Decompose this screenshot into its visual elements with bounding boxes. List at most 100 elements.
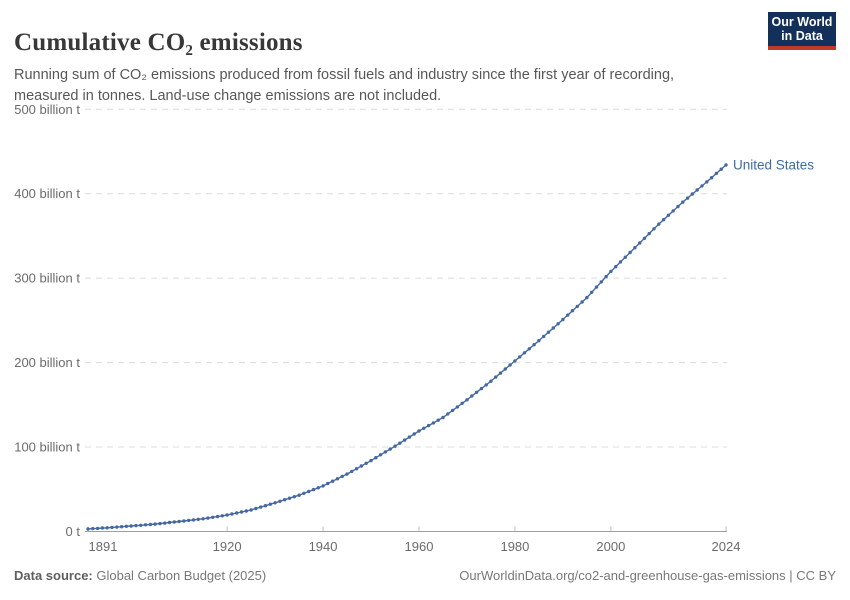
- data-point[interactable]: [671, 209, 675, 213]
- data-point[interactable]: [494, 375, 498, 379]
- data-point[interactable]: [542, 334, 546, 339]
- data-point[interactable]: [561, 317, 565, 322]
- data-point[interactable]: [518, 355, 522, 359]
- data-point[interactable]: [513, 359, 517, 363]
- data-point[interactable]: [666, 213, 671, 217]
- data-point[interactable]: [633, 246, 637, 250]
- data-point[interactable]: [503, 367, 507, 371]
- data-point[interactable]: [705, 180, 709, 184]
- data-point[interactable]: [273, 501, 277, 505]
- data-point[interactable]: [484, 383, 488, 387]
- data-point[interactable]: [91, 526, 95, 531]
- data-point[interactable]: [719, 167, 723, 171]
- data-point[interactable]: [460, 401, 464, 405]
- data-point[interactable]: [340, 474, 344, 479]
- data-point[interactable]: [570, 309, 575, 313]
- data-point[interactable]: [259, 505, 263, 509]
- data-point[interactable]: [388, 447, 392, 451]
- data-point[interactable]: [316, 486, 320, 490]
- data-point[interactable]: [489, 379, 493, 383]
- data-point[interactable]: [465, 398, 469, 402]
- data-point[interactable]: [695, 188, 699, 192]
- data-point[interactable]: [124, 524, 129, 528]
- data-point[interactable]: [431, 421, 436, 425]
- data-point[interactable]: [450, 408, 455, 413]
- data-point[interactable]: [345, 472, 349, 476]
- data-point[interactable]: [446, 412, 450, 416]
- data-point[interactable]: [585, 295, 589, 300]
- data-point[interactable]: [422, 426, 426, 430]
- series-line[interactable]: [87, 164, 727, 530]
- data-point[interactable]: [618, 260, 623, 264]
- data-point[interactable]: [143, 523, 148, 527]
- data-point[interactable]: [537, 338, 541, 343]
- data-point[interactable]: [158, 521, 162, 526]
- data-point[interactable]: [647, 231, 651, 236]
- data-point[interactable]: [311, 487, 316, 492]
- owid-logo[interactable]: Our World in Data: [768, 12, 836, 50]
- data-point[interactable]: [436, 418, 440, 422]
- data-point[interactable]: [638, 241, 642, 245]
- data-point[interactable]: [278, 499, 282, 503]
- data-point[interactable]: [474, 390, 479, 394]
- data-point[interactable]: [407, 435, 412, 439]
- data-point[interactable]: [479, 386, 484, 391]
- data-point[interactable]: [350, 469, 354, 474]
- data-point[interactable]: [263, 504, 268, 508]
- data-point[interactable]: [172, 520, 176, 524]
- data-point[interactable]: [134, 523, 138, 528]
- data-point[interactable]: [556, 322, 560, 326]
- data-point[interactable]: [527, 347, 531, 351]
- data-point[interactable]: [110, 525, 114, 530]
- data-point[interactable]: [661, 218, 666, 222]
- data-point[interactable]: [220, 514, 224, 518]
- data-point[interactable]: [249, 508, 253, 512]
- data-point[interactable]: [105, 526, 109, 530]
- data-point[interactable]: [402, 438, 407, 442]
- data-point[interactable]: [292, 495, 296, 499]
- data-point[interactable]: [283, 498, 287, 502]
- data-point[interactable]: [522, 351, 527, 355]
- data-point[interactable]: [330, 479, 335, 483]
- attribution-link[interactable]: OurWorldinData.org/co2-and-greenhouse-ga…: [459, 568, 836, 583]
- data-point[interactable]: [532, 343, 536, 347]
- data-point[interactable]: [455, 405, 460, 409]
- data-point[interactable]: [604, 274, 608, 279]
- data-point[interactable]: [335, 477, 340, 481]
- data-point[interactable]: [551, 326, 555, 330]
- data-point[interactable]: [100, 526, 105, 530]
- data-point[interactable]: [652, 227, 656, 231]
- data-point[interactable]: [681, 200, 685, 204]
- data-point[interactable]: [153, 522, 157, 526]
- data-point[interactable]: [374, 456, 378, 460]
- data-point[interactable]: [628, 250, 632, 255]
- data-point[interactable]: [623, 255, 627, 259]
- data-point[interactable]: [307, 489, 311, 494]
- data-point[interactable]: [359, 464, 364, 468]
- data-point[interactable]: [441, 415, 445, 420]
- data-point[interactable]: [690, 192, 695, 196]
- data-point[interactable]: [412, 432, 416, 436]
- data-point[interactable]: [201, 517, 205, 521]
- data-point[interactable]: [215, 514, 220, 519]
- data-point[interactable]: [148, 522, 153, 527]
- data-point[interactable]: [191, 518, 196, 522]
- data-point[interactable]: [369, 458, 373, 463]
- data-point[interactable]: [498, 371, 503, 375]
- data-point[interactable]: [364, 461, 368, 465]
- data-point[interactable]: [676, 204, 680, 209]
- data-point[interactable]: [508, 363, 512, 367]
- data-point[interactable]: [196, 517, 200, 521]
- data-point[interactable]: [575, 304, 579, 309]
- data-point[interactable]: [417, 429, 421, 433]
- data-point[interactable]: [326, 481, 330, 486]
- data-point[interactable]: [590, 290, 594, 294]
- data-point[interactable]: [239, 510, 244, 514]
- data-point[interactable]: [225, 513, 229, 517]
- data-point[interactable]: [470, 394, 474, 398]
- data-point[interactable]: [182, 519, 186, 523]
- data-point[interactable]: [599, 280, 603, 284]
- data-point[interactable]: [235, 511, 239, 515]
- data-point[interactable]: [244, 509, 248, 513]
- data-point[interactable]: [383, 450, 388, 454]
